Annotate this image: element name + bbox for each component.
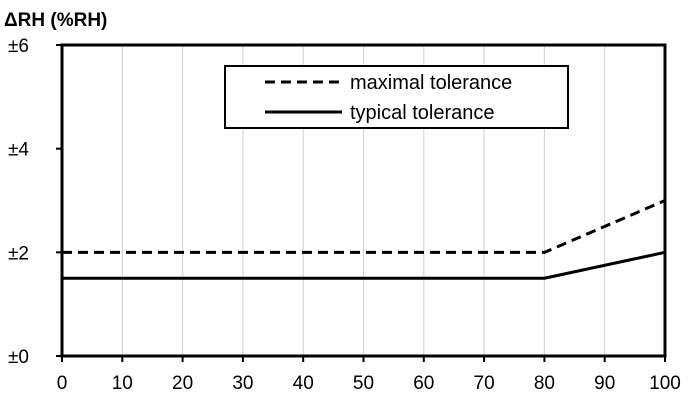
x-tick-label: 60	[413, 373, 434, 394]
x-tick-label: 50	[353, 373, 374, 394]
x-tick-label: 80	[534, 373, 555, 394]
x-tick-label: 20	[172, 373, 193, 394]
x-tick-label: 40	[293, 373, 314, 394]
x-tick-label: 90	[594, 373, 615, 394]
x-tick-label: 70	[474, 373, 495, 394]
y-tick-label: ±6	[8, 36, 29, 57]
legend: maximal tolerance typical tolerance	[225, 66, 568, 128]
y-tick-label: ±4	[8, 140, 29, 161]
x-tick-label: 10	[112, 373, 133, 394]
x-tick-label: 100	[649, 373, 681, 394]
x-tick-label: 30	[232, 373, 253, 394]
y-tick-label: ±0	[8, 347, 29, 368]
legend-label-maximal: maximal tolerance	[350, 72, 512, 94]
y-axis-label: ΔRH (%RH)	[4, 10, 107, 31]
y-tick-label: ±2	[8, 243, 29, 264]
x-tick-label: 0	[57, 373, 68, 394]
legend-label-typical: typical tolerance	[350, 102, 495, 124]
